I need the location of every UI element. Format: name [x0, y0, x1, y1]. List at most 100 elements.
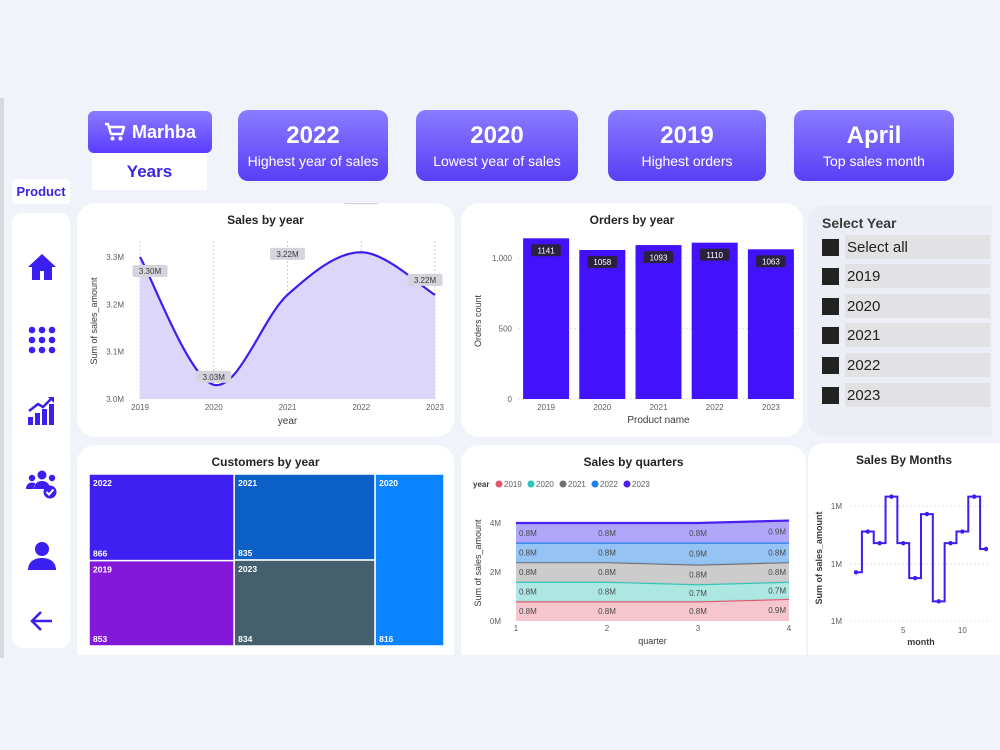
y-tick-label: 500 — [499, 325, 513, 334]
data-label: 0.8M — [519, 568, 537, 577]
data-label: 0.8M — [768, 568, 786, 577]
legend-marker — [591, 480, 599, 488]
x-axis-title: month — [907, 637, 935, 647]
legend-label: 2019 — [504, 480, 522, 489]
x-tick-label: 2019 — [537, 403, 555, 412]
y-tick-label: 1M — [831, 560, 842, 569]
sales-by-quarters-card: Sales by quarters year 2019 2020 2021 2022 20… — [461, 445, 806, 655]
checkbox[interactable] — [822, 267, 839, 285]
y-axis-title: Sum of sales_amount — [89, 277, 99, 365]
left-edge-strip — [0, 98, 4, 658]
kpi-label: Lowest year of sales — [433, 152, 561, 169]
checkbox[interactable] — [822, 356, 839, 374]
legend-title: year — [473, 480, 489, 489]
bar-2020 — [579, 249, 626, 399]
bar-value-label-bg — [587, 255, 618, 268]
customers-treemap: 2022 866 2019 853 2021 835 2023 834 2020 816 — [88, 473, 445, 647]
x-tick-label: 2020 — [205, 403, 223, 412]
y-tick-label: 0 — [508, 395, 513, 404]
bar-2023 — [747, 249, 794, 399]
team-icon[interactable] — [26, 467, 58, 499]
tile-value: 816 — [379, 634, 393, 644]
data-point — [948, 540, 953, 546]
data-label: 3.30M — [139, 267, 162, 276]
checkbox[interactable] — [822, 386, 839, 404]
kpi-card-lowest-sales-year: 2020 Lowest year of sales — [416, 110, 578, 181]
back-arrow-icon[interactable] — [26, 605, 58, 637]
x-tick-label: 2022 — [352, 403, 370, 412]
x-tick-label: 2023 — [762, 403, 780, 412]
area-2019 — [516, 598, 789, 621]
legend-label: 2023 — [632, 480, 650, 489]
data-point — [983, 546, 989, 552]
legend-marker — [527, 480, 535, 488]
bar-2019 — [523, 238, 570, 399]
kpi-card-top-sales-month: April Top sales month — [794, 110, 954, 181]
sales-by-year-chart: 3.0M 3.1M 3.2M 3.3M 2019 3.30M 2020 3.03M 2021 3.… — [89, 203, 444, 427]
treemap-tile-2019 — [88, 559, 235, 647]
checkbox[interactable] — [822, 326, 839, 344]
bar-value-label-bg — [756, 255, 786, 268]
x-tick-label: 10 — [958, 626, 967, 635]
kpi-label: Top sales month — [823, 152, 925, 169]
y-tick-label: 3.3M — [106, 253, 124, 262]
x-tick-label: 2020 — [593, 403, 611, 412]
logo-button[interactable]: Marhba — [88, 111, 212, 153]
y-tick-label: 4M — [490, 519, 501, 528]
slicer-item-2021[interactable]: 2021 — [822, 323, 990, 347]
kpi-value: April — [846, 121, 902, 149]
growth-chart-icon[interactable] — [26, 395, 58, 427]
user-icon[interactable] — [26, 539, 58, 571]
slicer-item-2023[interactable]: 2023 — [822, 383, 990, 407]
x-tick-label: 4 — [787, 624, 792, 633]
data-label: 0.7M — [768, 586, 786, 595]
checkbox[interactable] — [822, 297, 839, 315]
product-page-button[interactable]: Product — [12, 179, 70, 204]
slicer-item-2022[interactable]: 2022 — [822, 353, 990, 377]
tile-value: 835 — [238, 548, 252, 558]
kpi-value: 2020 — [470, 121, 524, 149]
orders-by-year-chart: 0 500 1,000 1141 2019 1058 2020 1093 2021 1110 202… — [473, 238, 799, 426]
legend-label: 2021 — [568, 480, 586, 489]
slicer-item-2019[interactable]: 2019 — [822, 264, 990, 288]
data-label: 0.8M — [689, 529, 707, 538]
area-2020 — [516, 581, 789, 602]
bar-value-label: 1058 — [593, 258, 611, 267]
data-point — [971, 494, 977, 499]
x-tick-label: 2 — [605, 624, 610, 633]
home-icon[interactable] — [26, 251, 58, 283]
treemap-tile-2020 — [374, 473, 445, 647]
slicer-item-2020[interactable]: 2020 — [822, 294, 990, 318]
slicer-item-label: 2022 — [845, 353, 990, 377]
legend-marker — [623, 480, 631, 488]
tile-value: 834 — [238, 634, 252, 644]
data-label: 0.8M — [598, 529, 616, 538]
data-point — [889, 494, 894, 499]
grid-apps-icon[interactable] — [26, 323, 58, 355]
y-axis-title: Sum of sales_amount — [473, 519, 483, 607]
tile-value: 853 — [93, 634, 107, 644]
data-label-bg — [270, 247, 305, 260]
side-nav — [12, 213, 70, 648]
legend-label: 2022 — [600, 480, 618, 489]
data-label: 3.22M — [414, 276, 437, 285]
slicer-item-label: 2023 — [845, 383, 990, 407]
data-point — [924, 511, 930, 517]
line-2021 — [516, 561, 790, 566]
x-tick-label: 2019 — [131, 403, 149, 412]
area-2021 — [516, 562, 789, 585]
data-label: 0.9M — [768, 528, 786, 537]
data-point — [877, 540, 882, 546]
bar-value-label: 1110 — [706, 251, 723, 260]
slicer-item-label: 2021 — [845, 323, 990, 347]
data-label-bg — [343, 203, 379, 205]
legend-marker — [559, 480, 567, 488]
sales-by-months-chart: 1M 1M 1M 5 10 month Sum of sales_amount — [814, 494, 990, 647]
data-label: 0.7M — [689, 589, 707, 598]
checkbox[interactable] — [822, 238, 839, 256]
data-label: 3.03M — [203, 373, 226, 382]
logo-text: Marhba — [131, 121, 196, 142]
y-tick-label: 0M — [490, 617, 501, 626]
bar-2022 — [691, 242, 738, 399]
slicer-item-select-all[interactable]: Select all — [822, 235, 990, 259]
